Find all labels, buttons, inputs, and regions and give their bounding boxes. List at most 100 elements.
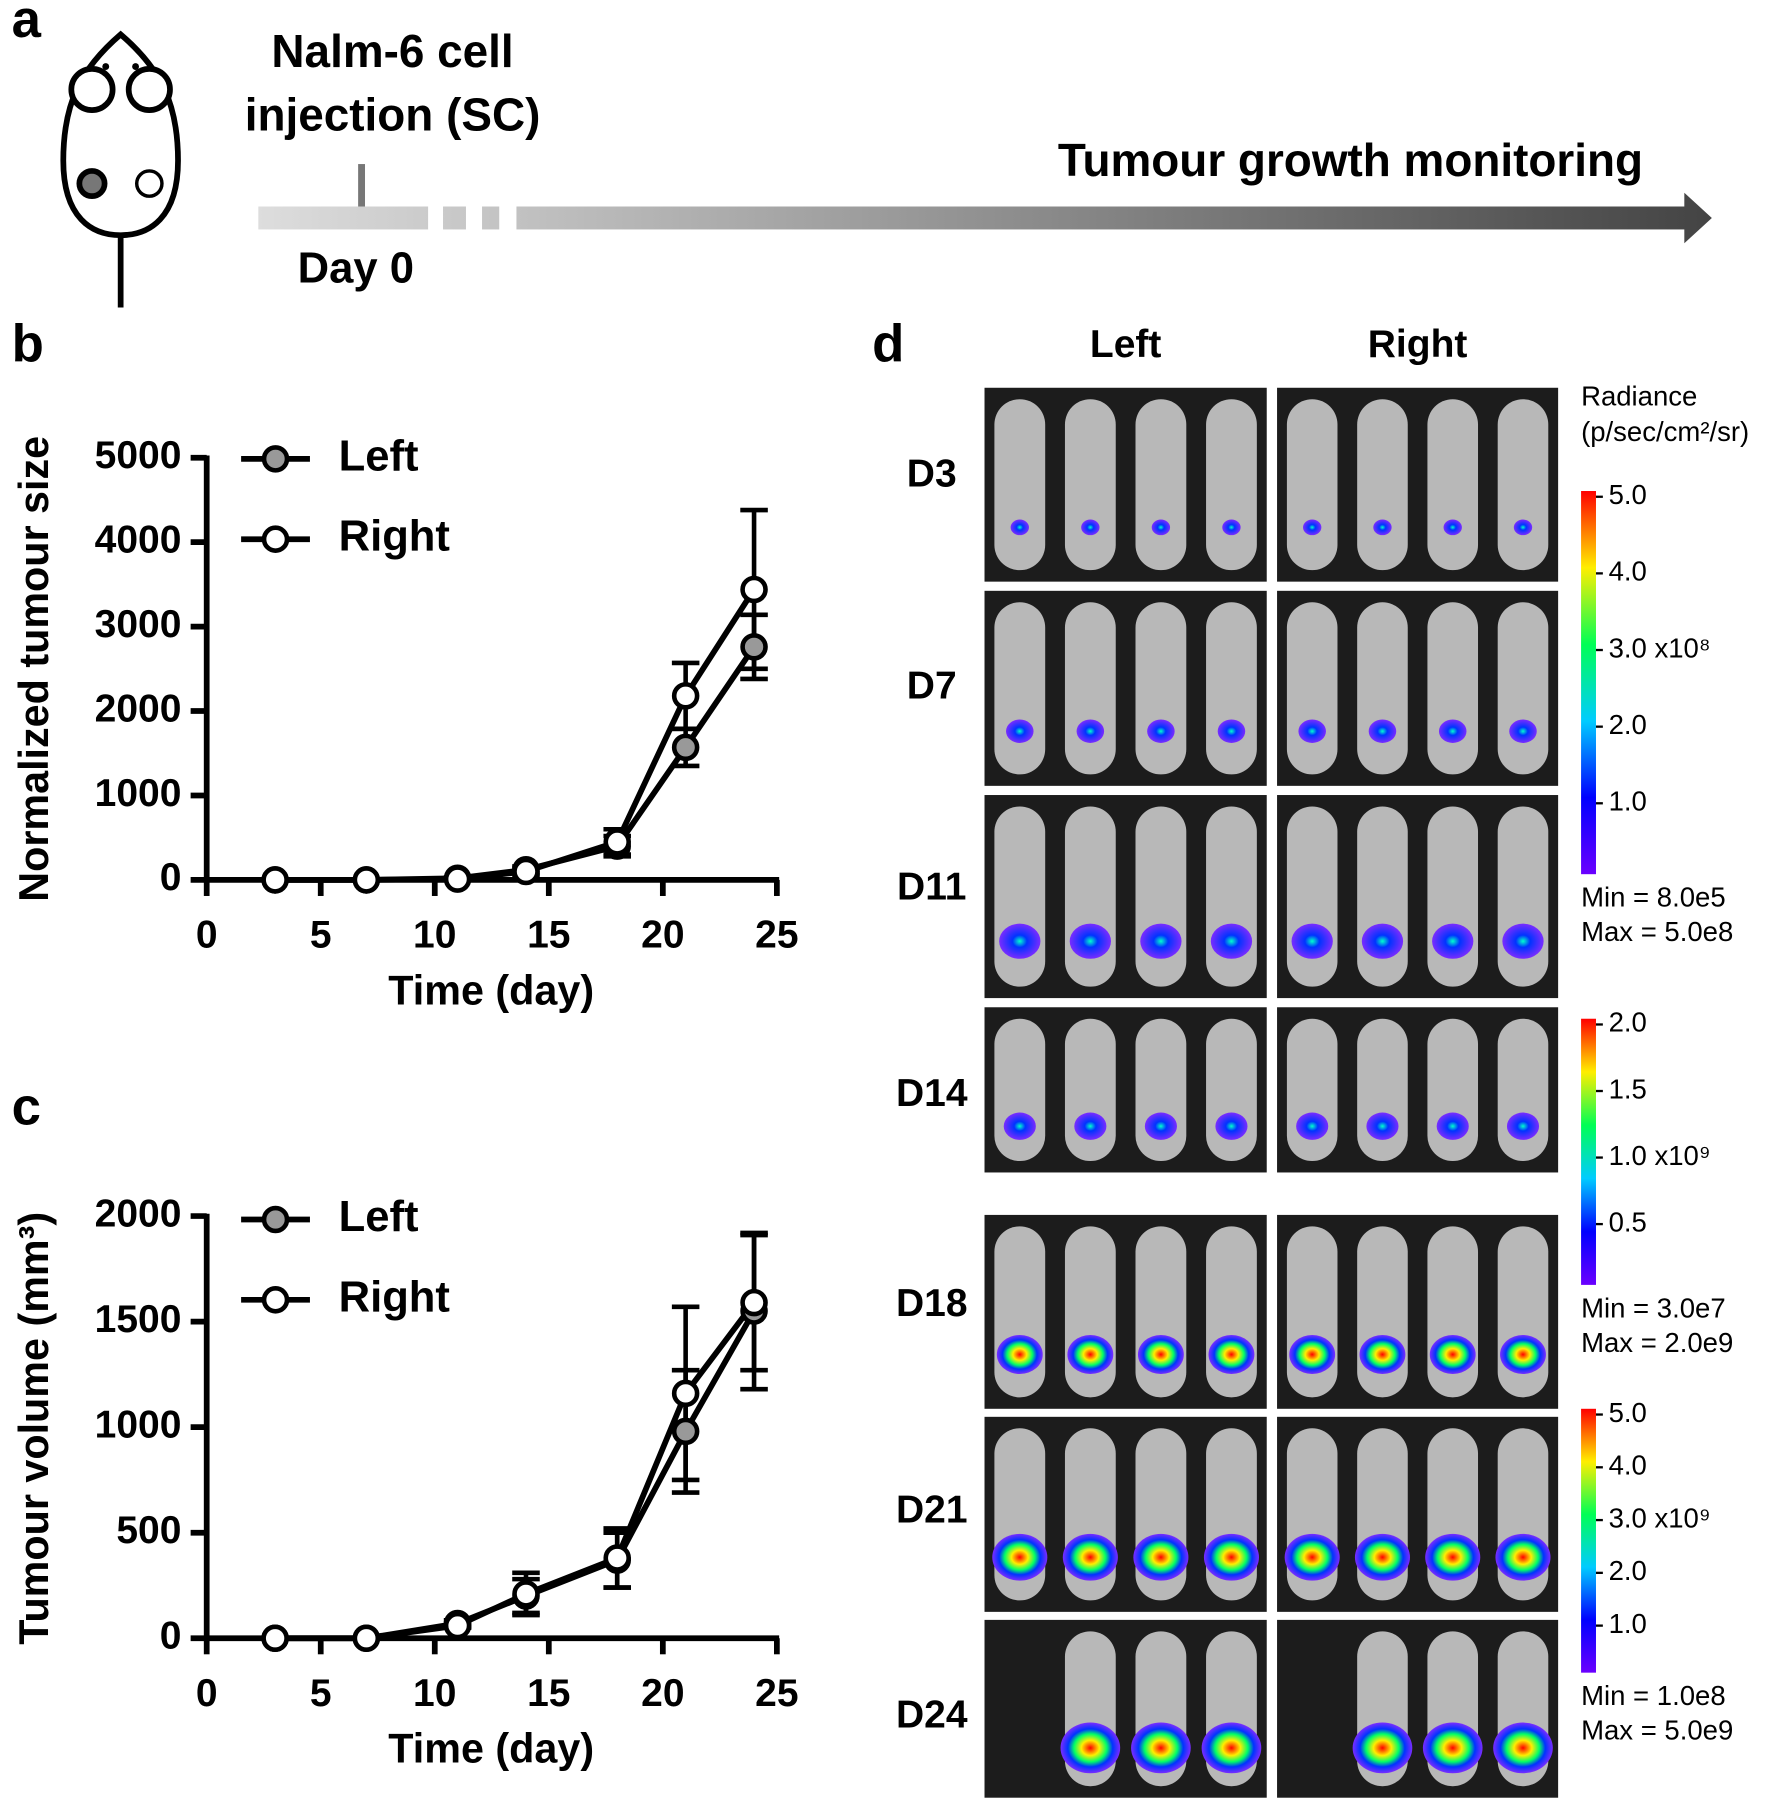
signal-blob	[1303, 519, 1322, 536]
y-tick-label: 5000	[95, 434, 182, 477]
data-point	[603, 1544, 631, 1572]
timeline-arrow	[258, 164, 1712, 244]
y-axis-label: Normalized tumour size	[11, 436, 57, 902]
data-point	[740, 633, 768, 661]
signal-blob	[1354, 1533, 1410, 1581]
signal-blob	[1436, 1112, 1469, 1140]
signal-blob	[1506, 1112, 1540, 1140]
signal-blob	[1147, 719, 1175, 743]
signal-blob	[1366, 1112, 1399, 1140]
y-tick-label: 2000	[95, 1192, 182, 1235]
legend-marker	[261, 445, 290, 473]
y-tick-label: 1000	[95, 1403, 182, 1446]
mouse-silhouette	[1286, 399, 1338, 571]
color-bar-min: Min = 1.0e8	[1581, 1680, 1726, 1711]
color-bar-max: Max = 2.0e9	[1581, 1327, 1733, 1358]
signal-blob	[1513, 519, 1533, 536]
signal-blob	[1081, 519, 1100, 536]
color-bar	[1581, 1408, 1596, 1673]
signal-blob	[1502, 923, 1544, 959]
row-label: D14	[896, 1072, 968, 1115]
mouse-silhouette	[1357, 602, 1408, 775]
mouse-silhouette	[1427, 602, 1479, 775]
color-bar-max: Max = 5.0e8	[1581, 916, 1733, 947]
signal-blob	[1203, 1533, 1259, 1581]
color-bar	[1581, 491, 1596, 875]
signal-blob	[1003, 1112, 1036, 1140]
injection-text: injection (SC)	[245, 88, 541, 140]
color-bar-label: 3.0 x10⁸	[1609, 632, 1711, 663]
x-tick-label: 0	[196, 1672, 218, 1715]
legend-label: Right	[339, 513, 450, 561]
color-bar-label: 1.0 x10⁹	[1609, 1140, 1711, 1171]
mouse-silhouette	[1206, 602, 1257, 775]
data-point	[261, 866, 289, 894]
mouse-icon	[60, 30, 181, 308]
y-tick-label: 0	[160, 856, 182, 899]
signal-blob	[1131, 1722, 1191, 1774]
data-point	[671, 682, 700, 710]
x-tick-label: 10	[413, 1672, 456, 1715]
data-point	[512, 1580, 540, 1608]
y-axis-label: Tumour volume (mm³)	[11, 1212, 57, 1645]
mouse-silhouette	[1135, 602, 1187, 775]
x-tick-label: 5	[310, 1672, 332, 1715]
legend-marker	[261, 525, 290, 553]
row-label: D24	[896, 1694, 968, 1737]
y-tick-label: 4000	[95, 518, 182, 561]
mouse-silhouette	[1064, 602, 1116, 775]
y-tick-label: 0	[160, 1615, 182, 1658]
signal-blob	[1060, 1722, 1121, 1774]
signal-blob	[1373, 519, 1392, 536]
y-tick-label: 1500	[95, 1298, 182, 1341]
mouse-silhouette	[994, 602, 1046, 775]
signal-blob	[1509, 719, 1537, 743]
legend-marker	[261, 1205, 290, 1234]
y-tick-label: 3000	[95, 603, 182, 646]
signal-blob	[1006, 719, 1034, 743]
signal-blob	[1201, 1722, 1262, 1774]
mouse-silhouette	[1135, 806, 1187, 987]
signal-blob	[1210, 923, 1253, 959]
data-point	[261, 1624, 289, 1653]
x-tick-label: 25	[755, 1672, 798, 1715]
panel-letter: c	[12, 1077, 41, 1136]
data-point	[443, 865, 472, 893]
x-tick-label: 10	[413, 914, 456, 957]
signal-blob	[1062, 1533, 1118, 1581]
signal-blob	[1291, 923, 1333, 959]
signal-blob	[1069, 923, 1111, 959]
signal-blob	[1140, 923, 1182, 959]
data-point	[671, 733, 700, 762]
signal-blob	[1296, 1112, 1329, 1140]
signal-blob	[1076, 719, 1105, 743]
column-header: Left	[1090, 323, 1162, 366]
signal-blob	[1432, 923, 1474, 959]
signal-blob	[1144, 1112, 1177, 1140]
mouse-silhouette	[1286, 602, 1338, 775]
mouse-silhouette	[1206, 806, 1257, 987]
signal-blob	[1422, 1722, 1483, 1774]
signal-blob	[1217, 719, 1246, 743]
mouse-silhouette	[1357, 399, 1408, 571]
color-bar-label: 2.0	[1609, 1007, 1647, 1038]
color-bar-label: 5.0	[1609, 479, 1647, 510]
series-line	[275, 645, 757, 883]
data-point	[512, 857, 540, 886]
color-bar-label: 3.0 x10⁹	[1609, 1502, 1711, 1533]
color-bar-label: 5.0	[1609, 1397, 1647, 1428]
injection-text: Nalm-6 cell	[271, 25, 513, 77]
x-tick-label: 5	[310, 914, 332, 957]
signal-blob	[1429, 1335, 1476, 1375]
data-point	[352, 1624, 381, 1653]
signal-blob	[1137, 1335, 1184, 1375]
mouse-silhouette	[1286, 806, 1338, 987]
data-point	[443, 1611, 472, 1640]
signal-blob	[1352, 1722, 1413, 1774]
radiance-unit: (p/sec/cm²/sr)	[1581, 416, 1749, 447]
data-point	[671, 1417, 700, 1446]
x-tick-label: 15	[527, 1672, 570, 1715]
color-bar-min: Min = 8.0e5	[1581, 882, 1726, 913]
x-tick-label: 20	[641, 914, 684, 957]
